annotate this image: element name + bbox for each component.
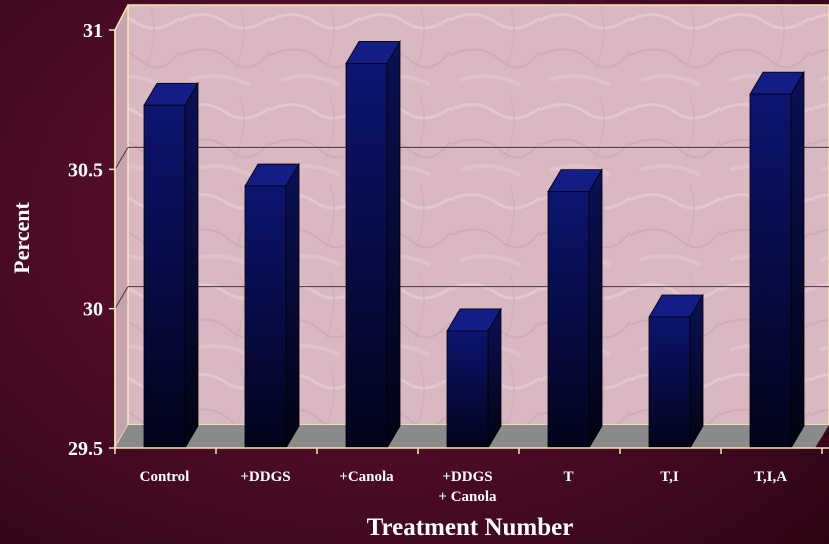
x-tick-label-6: T,I,A: [754, 469, 787, 485]
bar-3: [446, 307, 502, 450]
bar-side-3: [487, 307, 502, 450]
bar-side-6: [790, 70, 805, 450]
bar-front-0: [143, 104, 186, 449]
y-axis-title: Percent: [9, 202, 34, 274]
x-tick-label-1: +DDGS: [240, 469, 290, 485]
bar-front-6: [749, 93, 792, 449]
bar-side-4: [588, 168, 603, 450]
bar-front-5: [648, 316, 691, 449]
x-axis-title: Treatment Number: [367, 514, 574, 541]
x-tick-label-0: Control: [140, 469, 190, 485]
x-ticks: Control +DDGS +Canola +DDGS + Canola T T,I T,I,…: [114, 448, 823, 505]
y-ticks: 29.5 30 30.5 31: [68, 20, 115, 460]
bar-5: [648, 293, 704, 450]
bar-0: [143, 81, 199, 450]
bar-1: [244, 162, 300, 450]
bar-side-0: [184, 81, 199, 450]
bar-2: [345, 39, 401, 450]
y-tick-label-0: 29.5: [68, 438, 103, 460]
bar-6: [749, 70, 805, 450]
x-tick-label-4: T: [563, 469, 573, 485]
bar-front-4: [547, 191, 590, 449]
y-tick-label-3: 31: [83, 20, 103, 42]
x-tick-label-2: +Canola: [339, 469, 394, 485]
bar-front-2: [345, 63, 388, 449]
bar-side-1: [285, 162, 300, 450]
side-wall: [114, 4, 129, 451]
gridline-side-1: [114, 286, 129, 309]
bar-side-2: [386, 39, 401, 450]
bar-front-3: [446, 330, 489, 449]
gridline-side-2: [114, 147, 129, 170]
bar-side-5: [689, 293, 704, 450]
bars: [143, 39, 805, 450]
x-tick-label-3-line2: + Canola: [438, 489, 497, 505]
x-tick-label-5: T,I: [660, 469, 679, 485]
bar-front-1: [244, 185, 287, 449]
bar-4: [547, 168, 603, 450]
y-tick-label-2: 30.5: [68, 159, 103, 181]
x-tick-label-3: +DDGS: [442, 469, 492, 485]
y-tick-label-1: 30: [83, 299, 103, 321]
